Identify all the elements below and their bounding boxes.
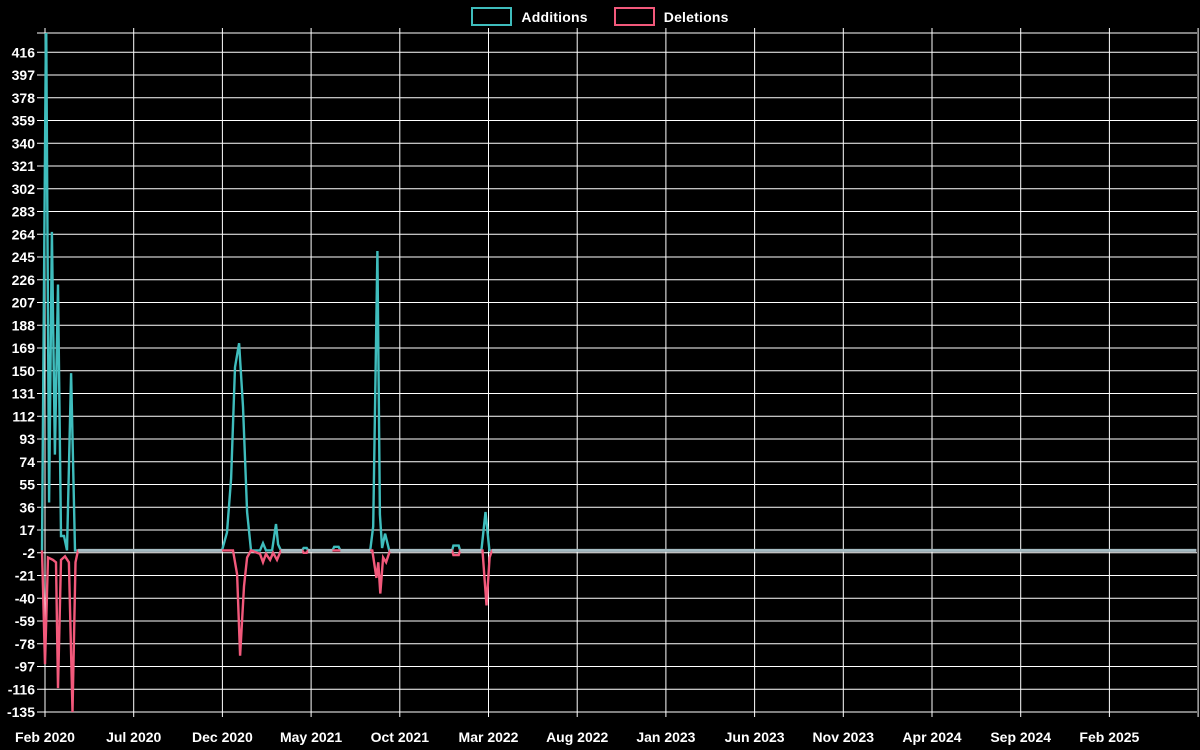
chart-legend: Additions Deletions	[0, 7, 1200, 26]
additions-line	[40, 33, 1197, 552]
deletions-line	[40, 548, 1197, 713]
svg-text:36: 36	[19, 499, 35, 515]
deletions-swatch-icon	[613, 7, 655, 26]
legend-item-additions[interactable]: Additions	[471, 7, 588, 26]
svg-text:74: 74	[19, 454, 35, 470]
svg-text:Jun 2023: Jun 2023	[725, 729, 785, 745]
svg-text:-97: -97	[15, 659, 35, 675]
svg-text:207: 207	[12, 295, 36, 311]
svg-text:Oct 2021: Oct 2021	[371, 729, 430, 745]
svg-text:17: 17	[19, 522, 35, 538]
svg-text:169: 169	[12, 340, 36, 356]
svg-text:264: 264	[12, 226, 36, 242]
svg-text:359: 359	[12, 113, 36, 129]
svg-text:-78: -78	[15, 636, 35, 652]
svg-text:-59: -59	[15, 613, 35, 629]
svg-text:Dec 2020: Dec 2020	[192, 729, 253, 745]
svg-text:397: 397	[12, 67, 36, 83]
svg-text:-21: -21	[15, 568, 35, 584]
svg-text:Jan 2023: Jan 2023	[636, 729, 695, 745]
svg-text:Apr 2024: Apr 2024	[902, 729, 961, 745]
legend-item-deletions[interactable]: Deletions	[613, 7, 729, 26]
gridlines	[37, 28, 1199, 717]
svg-text:May 2021: May 2021	[280, 729, 342, 745]
svg-text:-116: -116	[8, 681, 35, 697]
svg-text:112: 112	[12, 408, 35, 424]
svg-text:321: 321	[12, 158, 36, 174]
svg-text:-135: -135	[7, 704, 35, 720]
legend-label-deletions: Deletions	[663, 8, 729, 25]
svg-text:Mar 2022: Mar 2022	[459, 729, 519, 745]
svg-text:Aug 2022: Aug 2022	[546, 729, 608, 745]
svg-text:55: 55	[19, 477, 35, 493]
svg-text:-2: -2	[23, 545, 36, 561]
svg-text:245: 245	[12, 249, 36, 265]
svg-text:283: 283	[12, 204, 36, 220]
svg-text:226: 226	[12, 272, 36, 288]
svg-text:340: 340	[12, 135, 36, 151]
x-axis-labels: Feb 2020 Jul 2020 Dec 2020 May 2021 Oct 2021…	[15, 729, 1140, 745]
svg-text:188: 188	[12, 317, 36, 333]
legend-label-additions: Additions	[521, 8, 588, 25]
svg-text:93: 93	[19, 431, 35, 447]
svg-text:131: 131	[12, 386, 36, 402]
svg-text:Sep 2024: Sep 2024	[990, 729, 1051, 745]
svg-text:Feb 2025: Feb 2025	[1079, 729, 1139, 745]
svg-text:302: 302	[12, 181, 36, 197]
svg-text:Feb 2020: Feb 2020	[15, 729, 75, 745]
additions-swatch-icon	[471, 7, 513, 26]
y-axis-labels: 416 397 378 359 340 321 302 283 264 245 226 207 188 1…	[7, 44, 35, 720]
svg-text:-40: -40	[15, 590, 35, 606]
svg-text:Nov 2023: Nov 2023	[813, 729, 875, 745]
svg-text:150: 150	[12, 363, 36, 379]
svg-text:378: 378	[12, 90, 36, 106]
svg-text:Jul 2020: Jul 2020	[106, 729, 161, 745]
svg-text:416: 416	[12, 44, 36, 60]
